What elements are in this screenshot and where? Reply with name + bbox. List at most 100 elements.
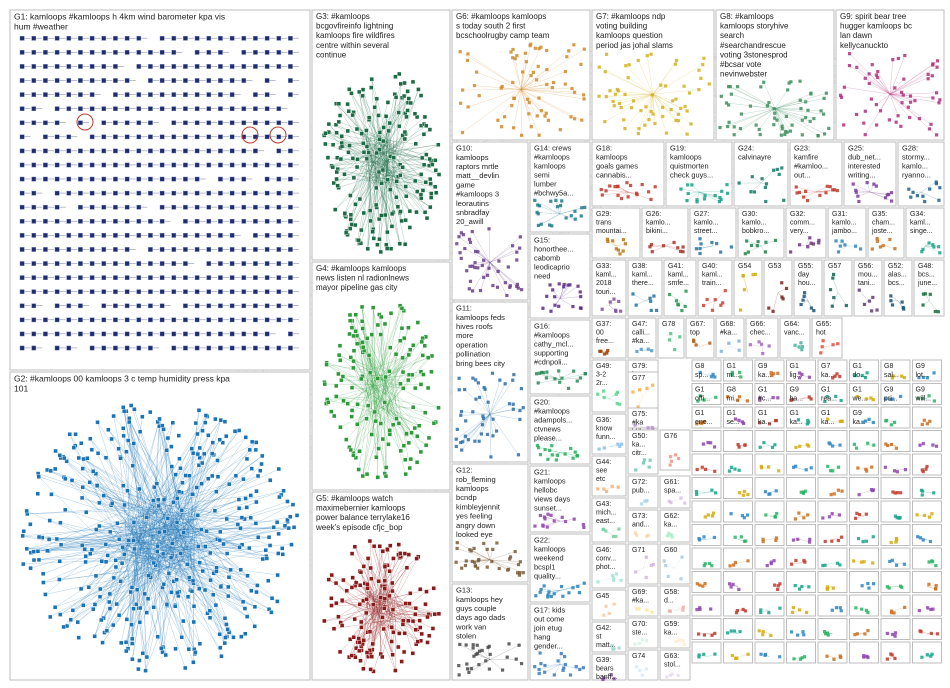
node	[31, 176, 37, 182]
edge	[129, 418, 151, 504]
node	[463, 246, 467, 251]
group-label-line: period jas johal slams	[596, 41, 673, 50]
edge	[168, 540, 258, 586]
node	[78, 261, 83, 266]
node	[727, 120, 731, 124]
node	[382, 596, 388, 601]
group-label-line: G56:	[858, 263, 873, 270]
node	[931, 96, 935, 100]
node	[686, 183, 690, 187]
edge	[374, 384, 407, 435]
node	[893, 247, 897, 251]
node	[136, 317, 142, 323]
edge	[383, 395, 387, 477]
edge	[327, 396, 376, 400]
node	[421, 372, 426, 377]
node	[360, 87, 366, 92]
node	[377, 544, 382, 549]
edge	[377, 617, 394, 633]
node	[425, 614, 430, 620]
group-label-line: kimbleyjennit	[456, 502, 501, 511]
node	[720, 189, 724, 193]
edge	[336, 103, 395, 166]
edge	[367, 155, 379, 249]
node	[54, 303, 60, 309]
node	[454, 444, 458, 449]
node	[547, 590, 551, 594]
node	[650, 349, 654, 353]
node	[339, 378, 344, 383]
node	[391, 556, 396, 561]
node	[500, 84, 504, 89]
node	[674, 58, 679, 63]
edge	[369, 390, 377, 458]
node	[685, 198, 689, 203]
node	[511, 56, 515, 60]
node	[229, 275, 235, 280]
node	[707, 82, 711, 86]
edge	[379, 162, 417, 213]
edge	[49, 535, 134, 540]
node	[672, 240, 676, 245]
edge	[186, 410, 200, 507]
edge	[164, 450, 167, 554]
node	[276, 303, 282, 309]
node	[600, 193, 604, 197]
node	[875, 308, 879, 312]
node	[191, 619, 196, 625]
edge	[133, 435, 227, 510]
edge	[171, 515, 226, 638]
edge	[127, 568, 134, 649]
node	[682, 84, 686, 88]
node	[148, 219, 153, 224]
node	[66, 275, 72, 280]
edge	[133, 527, 289, 531]
node	[89, 289, 95, 295]
node	[835, 188, 839, 193]
node	[470, 230, 474, 234]
node	[820, 345, 824, 349]
edge	[388, 169, 428, 219]
node	[908, 100, 913, 104]
node	[241, 162, 247, 168]
node	[374, 185, 379, 191]
edge	[137, 466, 173, 544]
node	[359, 227, 364, 233]
group-label-line: matt__devlin	[456, 171, 499, 180]
edge	[336, 178, 392, 182]
node	[351, 635, 356, 640]
group-g48: G48:bcs...june...	[913, 259, 945, 317]
group-label-line: G41:	[668, 263, 683, 270]
node	[367, 208, 373, 213]
group-label-line: kamloops feds	[456, 313, 505, 322]
node	[113, 317, 118, 323]
node	[426, 435, 432, 441]
edge	[175, 510, 271, 546]
edge	[361, 306, 371, 415]
node	[719, 94, 723, 98]
node	[899, 90, 904, 94]
node	[406, 96, 411, 101]
edge	[123, 411, 147, 529]
node	[288, 261, 293, 266]
node	[543, 114, 547, 118]
node	[354, 341, 360, 346]
edge	[131, 504, 150, 639]
node	[124, 233, 130, 238]
node	[78, 36, 83, 41]
node	[54, 176, 60, 182]
node	[832, 295, 836, 300]
group-g38: G38:kaml...there...	[627, 259, 663, 317]
node	[349, 385, 355, 390]
group-label-line: #kamloo...	[794, 161, 828, 170]
node	[171, 275, 177, 280]
node	[83, 553, 88, 559]
node	[400, 355, 405, 361]
node	[503, 382, 507, 386]
edge	[186, 453, 213, 507]
node	[858, 247, 863, 251]
edge	[371, 79, 385, 167]
node	[636, 58, 640, 63]
group-g31: G31:kamlo...jambo...	[827, 207, 867, 259]
edge	[145, 531, 160, 549]
